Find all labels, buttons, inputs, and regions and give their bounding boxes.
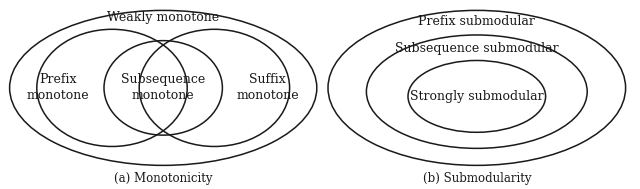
Text: Weakly monotone: Weakly monotone <box>107 11 220 23</box>
Text: Strongly submodular: Strongly submodular <box>410 90 543 103</box>
Text: Prefix submodular: Prefix submodular <box>419 15 535 28</box>
Text: (a) Monotonicity: (a) Monotonicity <box>114 172 212 185</box>
Text: Suffix
monotone: Suffix monotone <box>236 73 299 102</box>
Text: Prefix
monotone: Prefix monotone <box>26 73 89 102</box>
Text: (b) Submodularity: (b) Submodularity <box>422 172 531 185</box>
Text: Subsequence
monotone: Subsequence monotone <box>121 73 205 102</box>
Text: Subsequence submodular: Subsequence submodular <box>395 42 559 55</box>
